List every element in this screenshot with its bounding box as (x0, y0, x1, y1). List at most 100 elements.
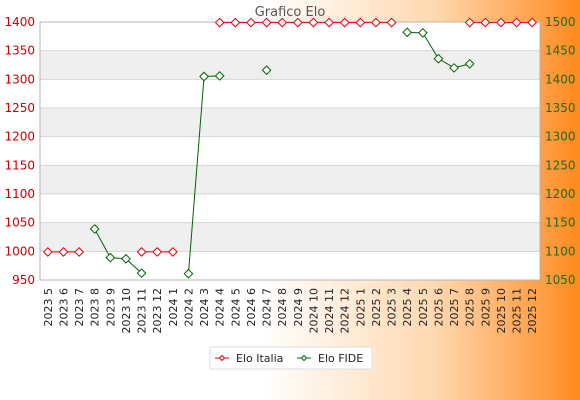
x-tick-label: 2025 12 (526, 288, 539, 334)
y-right-tick-label: 1050 (545, 273, 576, 287)
y-left-tick-label: 1250 (4, 101, 35, 115)
x-tick-label: 2025 4 (401, 288, 414, 327)
x-tick-label: 2025 2 (370, 288, 383, 327)
x-tick-label: 2025 5 (417, 288, 430, 327)
y-left-tick-label: 1100 (4, 187, 35, 201)
x-tick-label: 2024 6 (245, 288, 258, 327)
data-point (464, 58, 475, 69)
y-right-tick-label: 1450 (545, 44, 576, 58)
data-point (136, 268, 147, 279)
series-2 (89, 27, 475, 279)
x-tick-label: 2024 3 (198, 288, 211, 327)
x-tick-label: 2023 12 (151, 288, 164, 334)
data-point (386, 17, 397, 28)
data-point (199, 71, 209, 82)
y-right-tick-label: 1200 (545, 187, 576, 201)
data-point (527, 17, 538, 28)
data-point (261, 17, 272, 28)
y-left-tick-label: 1350 (4, 44, 35, 58)
y-left-tick-label: 1400 (4, 15, 35, 29)
x-tick-label: 2025 8 (464, 288, 477, 327)
data-point (371, 17, 381, 28)
data-point (449, 62, 459, 73)
x-tick-label: 2025 7 (448, 288, 461, 327)
x-tick-label: 2024 9 (292, 288, 305, 327)
series-1 (42, 17, 538, 257)
x-tick-label: 2024 11 (323, 288, 336, 334)
x-tick-label: 2024 8 (276, 288, 289, 327)
y-right-tick-label: 1100 (545, 244, 576, 258)
x-tick-label: 2025 9 (479, 288, 492, 327)
y-left-tick-label: 1050 (4, 216, 35, 230)
legend-box (209, 346, 373, 370)
data-point (339, 17, 350, 28)
chart-title: Grafico Elo (255, 5, 326, 20)
x-tick-label: 2024 4 (214, 288, 227, 327)
data-point (261, 65, 272, 76)
data-point (42, 246, 53, 257)
x-tick-label: 2023 6 (57, 288, 70, 327)
data-point (230, 17, 241, 28)
x-tick-label: 2024 5 (229, 288, 242, 327)
data-point (136, 246, 147, 257)
data-point (152, 246, 163, 257)
data-point (324, 17, 334, 28)
x-tick-label: 2023 10 (120, 288, 133, 334)
data-point (183, 268, 194, 279)
x-tick-label: 2023 8 (89, 288, 102, 327)
data-point (214, 17, 225, 28)
data-point (417, 27, 428, 38)
data-point (308, 17, 319, 28)
x-tick-label: 2025 6 (432, 288, 445, 327)
x-tick-label: 2024 7 (261, 288, 274, 327)
plot-border (39, 21, 541, 281)
y-right-tick-label: 1300 (545, 130, 576, 144)
x-tick-label: 2023 9 (104, 288, 117, 327)
data-point (58, 246, 69, 257)
data-point (480, 17, 491, 28)
data-point (355, 17, 366, 28)
y-right-tick-label: 1250 (545, 158, 576, 172)
data-point (214, 70, 225, 81)
y-left-tick-label: 1150 (4, 158, 35, 172)
x-tick-label: 2025 10 (495, 288, 508, 334)
data-point (121, 253, 131, 264)
x-tick-label: 2024 1 (167, 288, 180, 327)
x-tick-label: 2024 2 (182, 288, 195, 327)
data-point (433, 53, 444, 64)
x-tick-label: 2025 3 (386, 288, 399, 327)
data-point (167, 246, 178, 257)
plot-band (40, 50, 540, 80)
x-tick-label: 2024 10 (307, 288, 320, 334)
series-line (94, 228, 142, 274)
data-point (402, 27, 413, 38)
plot-band (40, 108, 540, 137)
x-tick-label: 2025 11 (511, 288, 524, 334)
data-point (292, 17, 303, 28)
data-point (246, 17, 256, 28)
y-left-tick-label: 950 (12, 273, 35, 287)
data-point (74, 246, 84, 257)
data-point (511, 17, 522, 28)
legend-marker (218, 354, 226, 362)
y-right-tick-label: 1150 (545, 216, 576, 230)
data-point (277, 17, 288, 28)
x-tick-label: 2023 5 (42, 288, 55, 327)
data-point (105, 252, 116, 263)
x-tick-label: 2023 7 (73, 288, 86, 327)
legend-label: Elo Italia (236, 352, 283, 365)
y-right-tick-label: 1350 (545, 101, 576, 115)
data-point (464, 17, 475, 28)
x-tick-label: 2025 1 (354, 288, 367, 327)
y-right-tick-label: 1400 (545, 72, 576, 86)
x-tick-label: 2024 12 (339, 288, 352, 334)
legend-marker (300, 354, 308, 362)
legend-label: Elo FIDE (318, 352, 363, 365)
y-left-tick-label: 1300 (4, 72, 35, 86)
data-point (89, 224, 100, 234)
y-right-tick-label: 1500 (545, 15, 576, 29)
data-point (496, 17, 506, 28)
x-tick-label: 2023 11 (136, 288, 149, 334)
